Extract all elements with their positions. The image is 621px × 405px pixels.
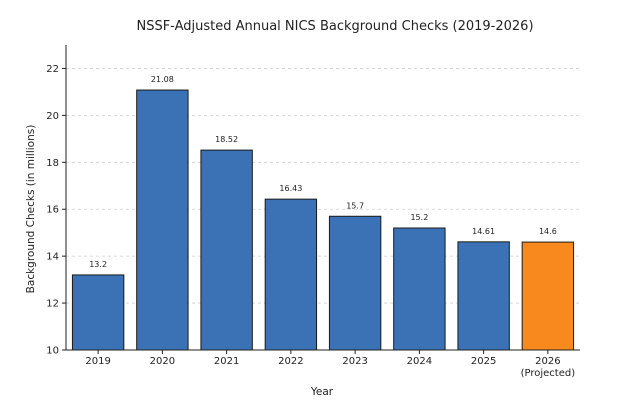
data-label: 15.7 (346, 201, 364, 210)
x-tick-label: 2020 (150, 356, 175, 367)
y-tick-label: 14 (46, 252, 59, 263)
y-tick-label: 12 (46, 299, 59, 310)
chart-title: NSSF-Adjusted Annual NICS Background Che… (136, 19, 533, 34)
y-axis-label: Background Checks (in millions) (25, 125, 37, 294)
data-label: 14.61 (472, 227, 495, 236)
data-label: 14.6 (539, 227, 557, 236)
x-tick-label: 2022 (278, 356, 303, 367)
data-label: 13.2 (89, 260, 107, 269)
bar-2026 (521, 241, 575, 351)
y-tick-label: 16 (46, 205, 59, 216)
bar-2023 (328, 215, 382, 351)
data-label: 16.43 (279, 184, 302, 193)
data-label: 18.52 (215, 135, 238, 144)
data-label: 21.08 (151, 75, 174, 84)
y-tick-label: 18 (46, 158, 59, 169)
x-tick-label: 2023 (342, 356, 367, 367)
bar-2025 (457, 241, 510, 351)
x-tick-label: 2025 (471, 356, 496, 367)
data-labels: 13.2 21.08 18.52 16.43 15.7 15.2 14.61 14.6 (89, 75, 557, 269)
x-tick-label: 2019 (85, 356, 110, 367)
x-tick-label: 2024 (407, 356, 432, 367)
bar-2021 (200, 149, 253, 351)
bar-2020 (136, 89, 189, 351)
y-tick-label: 22 (46, 64, 59, 75)
x-axis-label: Year (310, 386, 334, 398)
x-tick-label: 2021 (214, 356, 239, 367)
y-tick-label: 20 (46, 111, 59, 122)
x-tick-label: 2026 (Projected) (521, 356, 576, 379)
bars (71, 89, 575, 351)
y-tick-label: 10 (46, 346, 59, 357)
data-label: 15.2 (410, 213, 428, 222)
bar-2024 (393, 227, 446, 351)
bar-2019 (71, 274, 125, 351)
bar-2022 (264, 198, 318, 351)
